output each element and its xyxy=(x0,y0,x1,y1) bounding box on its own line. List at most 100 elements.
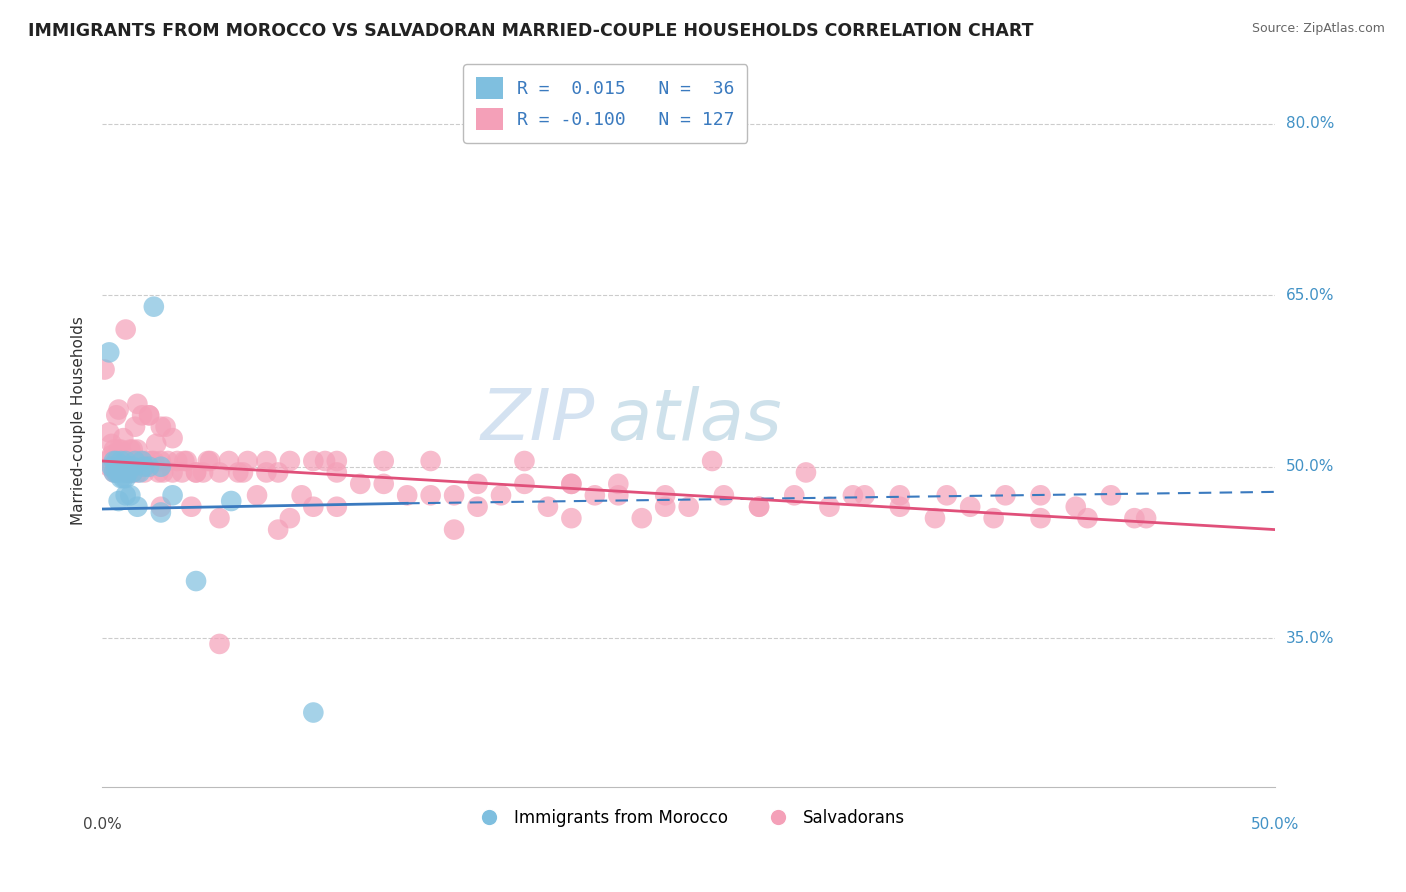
Y-axis label: Married-couple Households: Married-couple Households xyxy=(72,317,86,525)
Point xyxy=(112,459,135,474)
Point xyxy=(291,488,314,502)
Point xyxy=(842,488,865,502)
Point xyxy=(117,459,139,474)
Point xyxy=(560,511,582,525)
Point xyxy=(959,500,981,514)
Point xyxy=(112,459,135,474)
Point xyxy=(198,454,221,468)
Point xyxy=(120,442,142,457)
Point xyxy=(120,459,142,474)
Point xyxy=(489,488,512,502)
Point xyxy=(107,402,129,417)
Point xyxy=(924,511,946,525)
Point xyxy=(607,476,630,491)
Point xyxy=(149,459,172,474)
Point xyxy=(254,466,277,480)
Point xyxy=(166,454,188,468)
Text: ZIP: ZIP xyxy=(481,386,595,456)
Point xyxy=(853,488,876,502)
Point xyxy=(117,466,139,480)
Point xyxy=(142,300,165,314)
Point xyxy=(117,466,139,480)
Point xyxy=(1029,488,1052,502)
Point xyxy=(994,488,1017,502)
Point xyxy=(236,454,259,468)
Text: 50.0%: 50.0% xyxy=(1286,459,1334,475)
Point xyxy=(208,637,231,651)
Point xyxy=(349,476,371,491)
Point xyxy=(149,454,172,468)
Point xyxy=(112,466,135,480)
Point xyxy=(114,488,136,502)
Point xyxy=(127,442,149,457)
Point xyxy=(302,706,325,720)
Point xyxy=(314,454,336,468)
Point xyxy=(107,494,129,508)
Point xyxy=(184,574,207,588)
Point xyxy=(219,494,242,508)
Point xyxy=(145,437,167,451)
Point xyxy=(278,511,301,525)
Point xyxy=(1076,511,1098,525)
Point xyxy=(254,454,277,468)
Point xyxy=(396,488,419,502)
Point xyxy=(121,442,143,457)
Point xyxy=(1099,488,1122,502)
Point xyxy=(889,488,911,502)
Point xyxy=(114,466,136,480)
Point xyxy=(103,466,125,480)
Point xyxy=(162,466,184,480)
Text: 0.0%: 0.0% xyxy=(83,817,121,832)
Text: IMMIGRANTS FROM MOROCCO VS SALVADORAN MARRIED-COUPLE HOUSEHOLDS CORRELATION CHAR: IMMIGRANTS FROM MOROCCO VS SALVADORAN MA… xyxy=(28,22,1033,40)
Point xyxy=(110,454,132,468)
Point xyxy=(162,488,184,502)
Point xyxy=(326,454,349,468)
Point xyxy=(373,476,395,491)
Point xyxy=(93,362,115,376)
Point xyxy=(232,466,254,480)
Point xyxy=(105,454,128,468)
Point xyxy=(131,454,153,468)
Point xyxy=(191,466,214,480)
Point xyxy=(794,466,817,480)
Point xyxy=(702,454,724,468)
Point xyxy=(630,511,652,525)
Point xyxy=(467,500,489,514)
Point xyxy=(121,466,143,480)
Point xyxy=(748,500,770,514)
Point xyxy=(1064,500,1087,514)
Point xyxy=(170,466,193,480)
Point xyxy=(134,466,156,480)
Point xyxy=(120,488,142,502)
Point xyxy=(138,409,160,423)
Point xyxy=(117,454,139,468)
Point xyxy=(152,466,174,480)
Point xyxy=(467,476,489,491)
Point xyxy=(149,506,172,520)
Point xyxy=(443,523,465,537)
Point xyxy=(100,437,122,451)
Point xyxy=(128,466,150,480)
Point xyxy=(105,466,128,480)
Point xyxy=(176,454,198,468)
Text: 65.0%: 65.0% xyxy=(1286,288,1334,302)
Text: 80.0%: 80.0% xyxy=(1286,116,1334,131)
Point xyxy=(107,466,129,480)
Point xyxy=(226,466,249,480)
Point xyxy=(107,442,129,457)
Point xyxy=(142,454,165,468)
Point xyxy=(114,322,136,336)
Point xyxy=(513,454,536,468)
Point xyxy=(326,500,349,514)
Point xyxy=(197,454,219,468)
Point xyxy=(983,511,1005,525)
Point xyxy=(135,454,157,468)
Point xyxy=(114,454,136,468)
Point xyxy=(103,442,125,457)
Point xyxy=(678,500,700,514)
Point xyxy=(180,500,202,514)
Point xyxy=(373,454,395,468)
Text: 35.0%: 35.0% xyxy=(1286,631,1334,646)
Point xyxy=(935,488,957,502)
Point xyxy=(98,345,121,359)
